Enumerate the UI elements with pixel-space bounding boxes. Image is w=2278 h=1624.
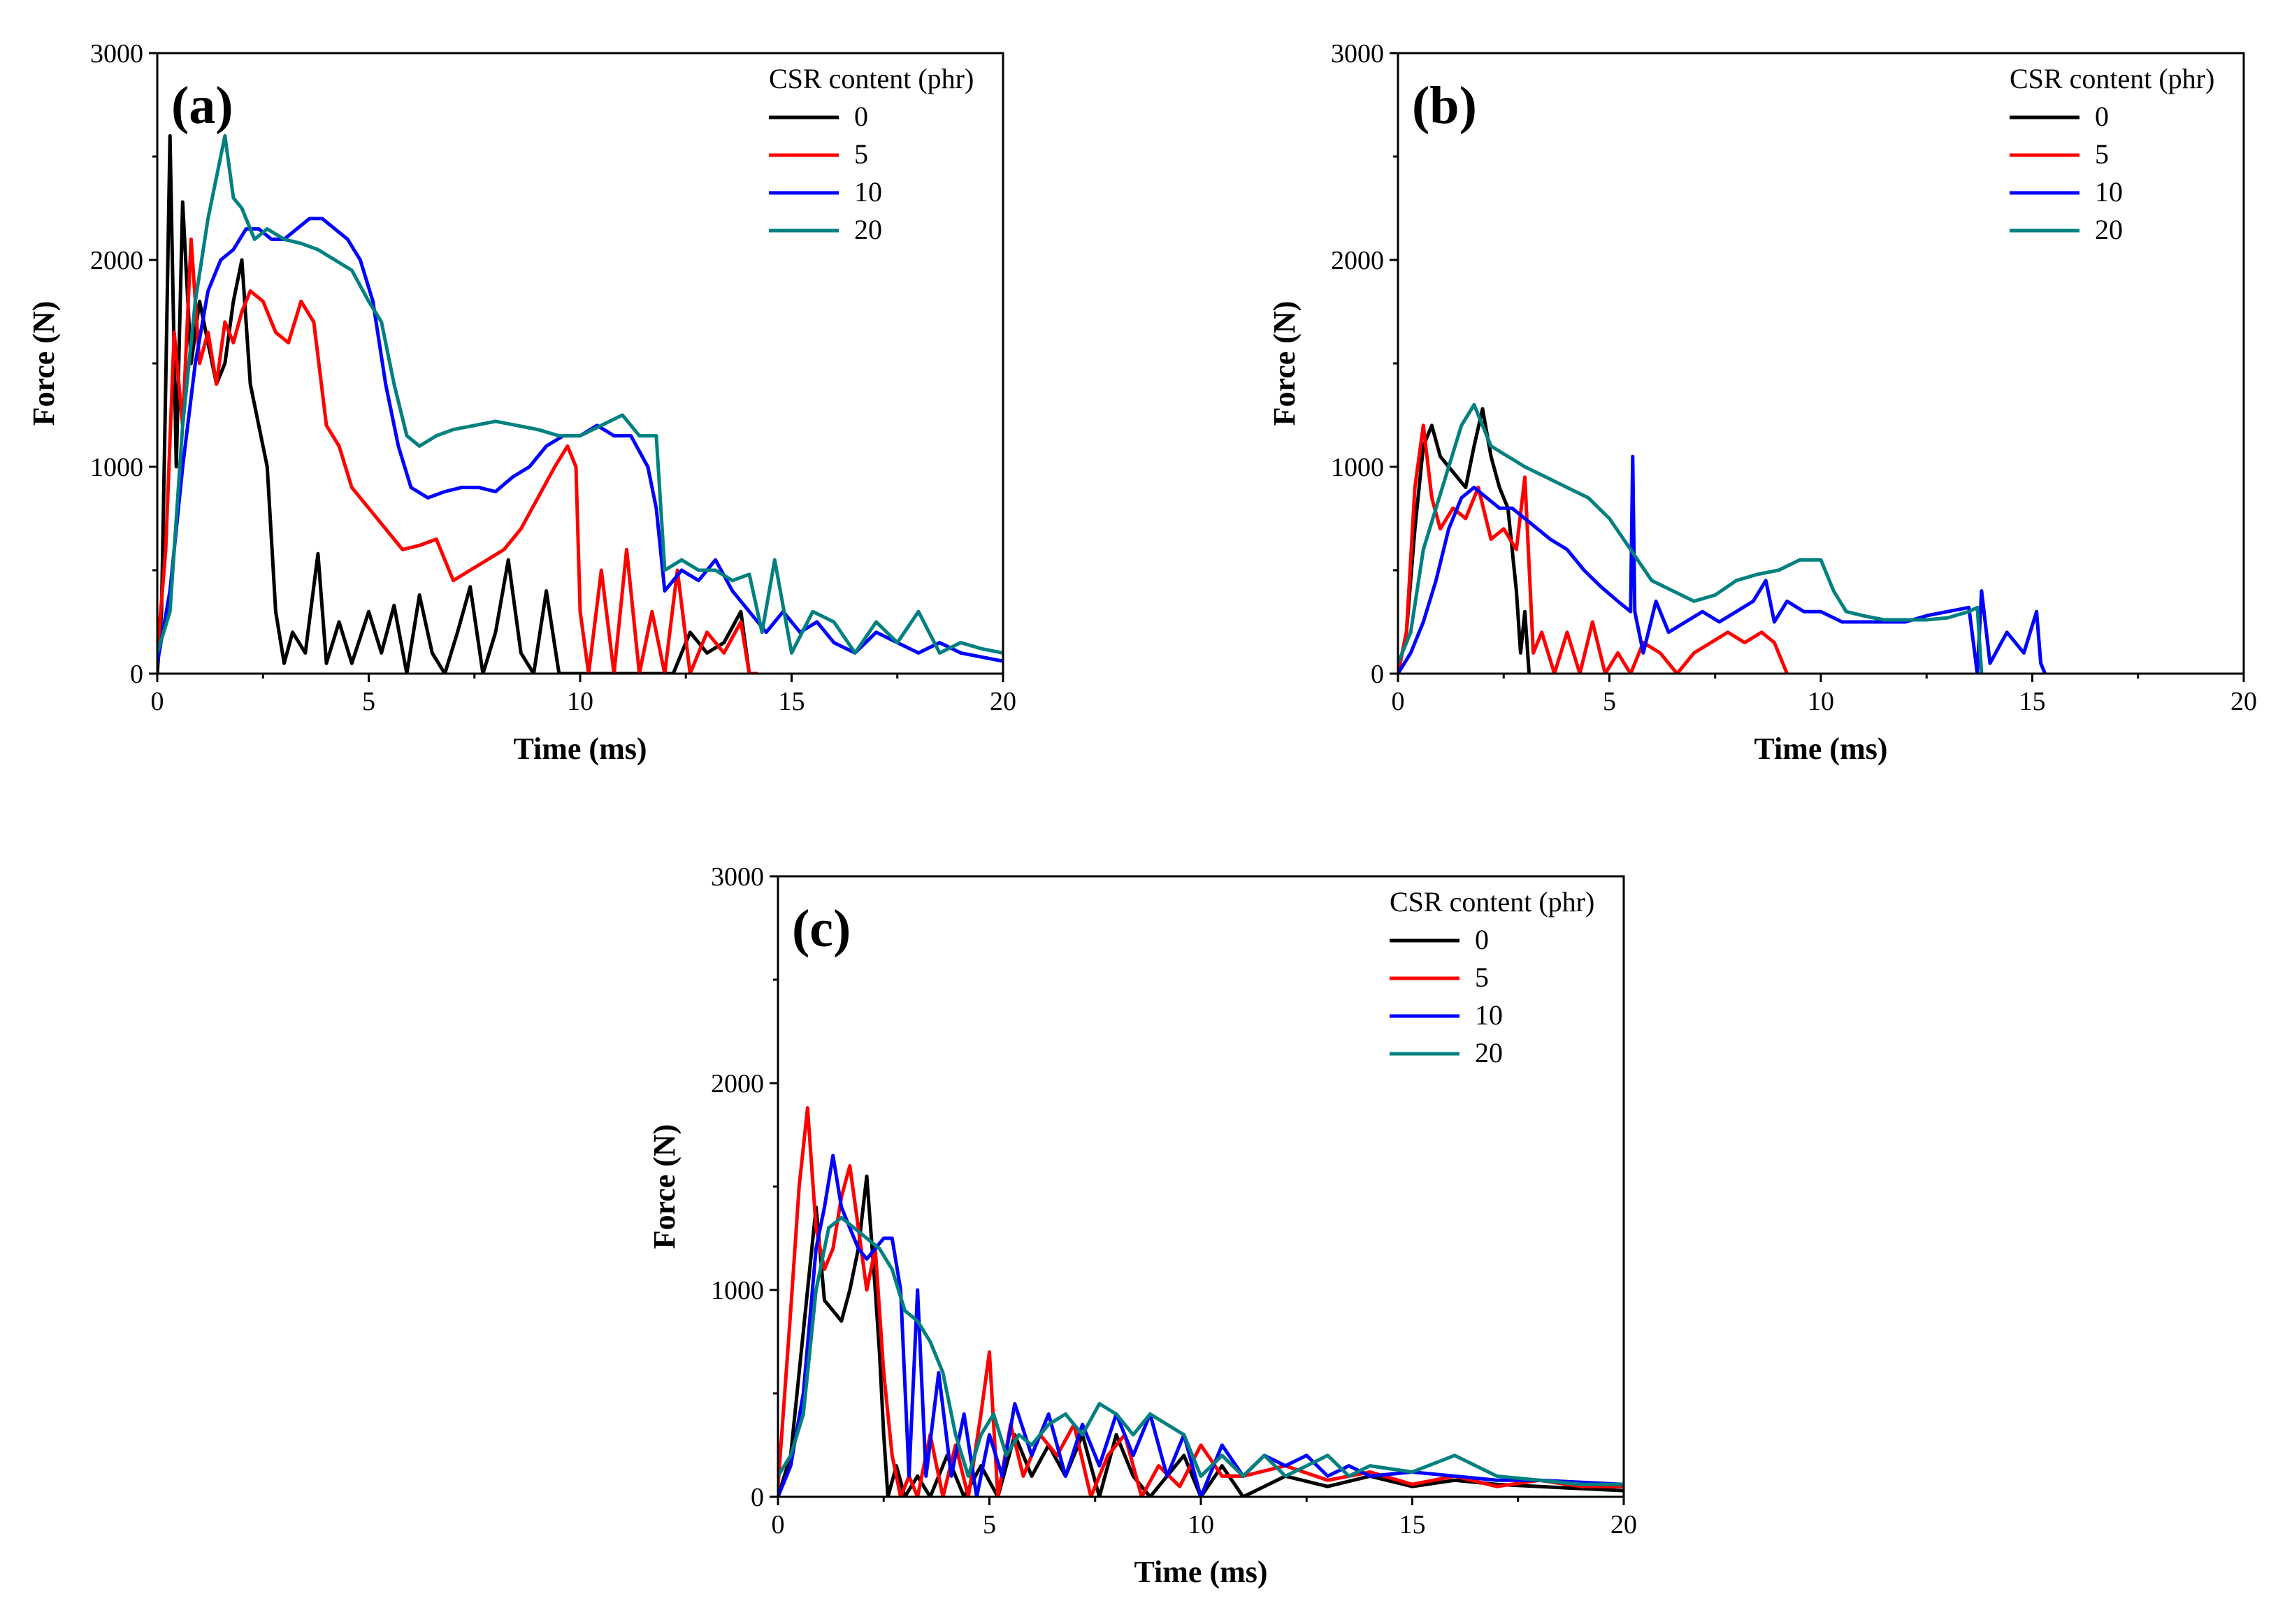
panel-label: (c) (792, 899, 851, 958)
x-tick-label: 20 (1610, 1510, 1637, 1539)
series-line-20 (157, 133, 1003, 655)
y-tick-label: 1000 (1331, 453, 1384, 482)
legend-entry-0: 0 (2095, 101, 2109, 132)
plot-frame (1397, 52, 2245, 675)
panel-a: 0 5 10 15 20 0 1000 2000 3000 Time (ms) Force (N) (… (27, 39, 1016, 766)
legend-entry-5: 5 (854, 138, 868, 170)
legend-entry-10: 10 (2095, 176, 2123, 208)
y-tick-label: 1000 (711, 1276, 764, 1305)
y-axis-label: Force (N) (27, 301, 61, 426)
y-tick-label: 2000 (1331, 246, 1384, 275)
x-axis-label: Time (ms) (1754, 732, 1887, 766)
y-axis-label: Force (N) (647, 1124, 682, 1249)
legend-entry-10: 10 (1475, 999, 1503, 1031)
series-group (1398, 403, 2047, 674)
series-line-10 (778, 1154, 1624, 1497)
y-tick-label: 2000 (90, 246, 143, 275)
y-tick-label: 3000 (1331, 39, 1384, 68)
x-tick-label: 15 (2019, 687, 2046, 716)
legend-entry-20: 20 (854, 214, 882, 245)
legend-entry-5: 5 (2095, 138, 2109, 170)
x-tick-label: 10 (567, 687, 593, 716)
x-tick-label: 0 (151, 687, 164, 716)
legend-entry-0: 0 (854, 101, 868, 132)
y-tick-label: 3000 (90, 39, 143, 68)
y-tick-label: 0 (1371, 660, 1384, 689)
panel-label: (b) (1412, 76, 1477, 135)
x-tick-label: 0 (1392, 687, 1405, 716)
series-group (157, 133, 1003, 674)
legend-entry-0: 0 (1475, 924, 1489, 955)
x-axis-label: Time (ms) (1134, 1555, 1267, 1589)
x-tick-label: 5 (362, 687, 375, 716)
panel-c: 0 5 10 15 20 0 1000 2000 3000 Time (ms) Force (N) (… (647, 862, 1637, 1589)
legend-entry-5: 5 (1475, 962, 1489, 993)
y-tick-label: 2000 (711, 1069, 764, 1099)
series-line-10 (1398, 454, 2047, 674)
x-tick-label: 10 (1188, 1510, 1214, 1539)
y-axis-label: Force (N) (1267, 301, 1302, 426)
series-line-20 (778, 1215, 1624, 1486)
series-line-20 (1398, 403, 1984, 674)
x-tick-label: 5 (1603, 687, 1616, 716)
series-line-0 (157, 133, 758, 674)
y-tick-label: 0 (751, 1483, 764, 1512)
series-group (778, 1106, 1624, 1497)
legend-title: CSR content (phr) (1390, 886, 1594, 918)
x-tick-label: 20 (990, 687, 1016, 716)
legend-entry-10: 10 (854, 176, 882, 208)
legend-title: CSR content (phr) (2010, 63, 2214, 94)
legend-entry-20: 20 (2095, 214, 2123, 245)
panel-b: 0 5 10 15 20 0 1000 2000 3000 Time (ms) Force (N) (… (1267, 39, 2257, 766)
x-axis-label: Time (ms) (513, 732, 647, 766)
x-tick-label: 0 (772, 1510, 785, 1539)
y-tick-label: 0 (130, 660, 143, 689)
x-tick-label: 15 (779, 687, 805, 716)
series-line-0 (1398, 407, 1531, 674)
y-tick-label: 1000 (90, 453, 143, 482)
panel-label: (a) (171, 76, 233, 135)
series-line-5 (1398, 423, 1789, 674)
series-line-5 (778, 1106, 1624, 1497)
series-line-5 (157, 237, 758, 674)
legend-entry-20: 20 (1475, 1037, 1503, 1068)
y-tick-label: 3000 (711, 862, 764, 892)
x-tick-label: 5 (983, 1510, 996, 1539)
series-line-10 (157, 217, 1003, 664)
x-tick-label: 10 (1808, 687, 1834, 716)
x-tick-label: 15 (1399, 1510, 1426, 1539)
legend-title: CSR content (phr) (769, 63, 974, 94)
x-tick-label: 20 (2230, 687, 2257, 716)
